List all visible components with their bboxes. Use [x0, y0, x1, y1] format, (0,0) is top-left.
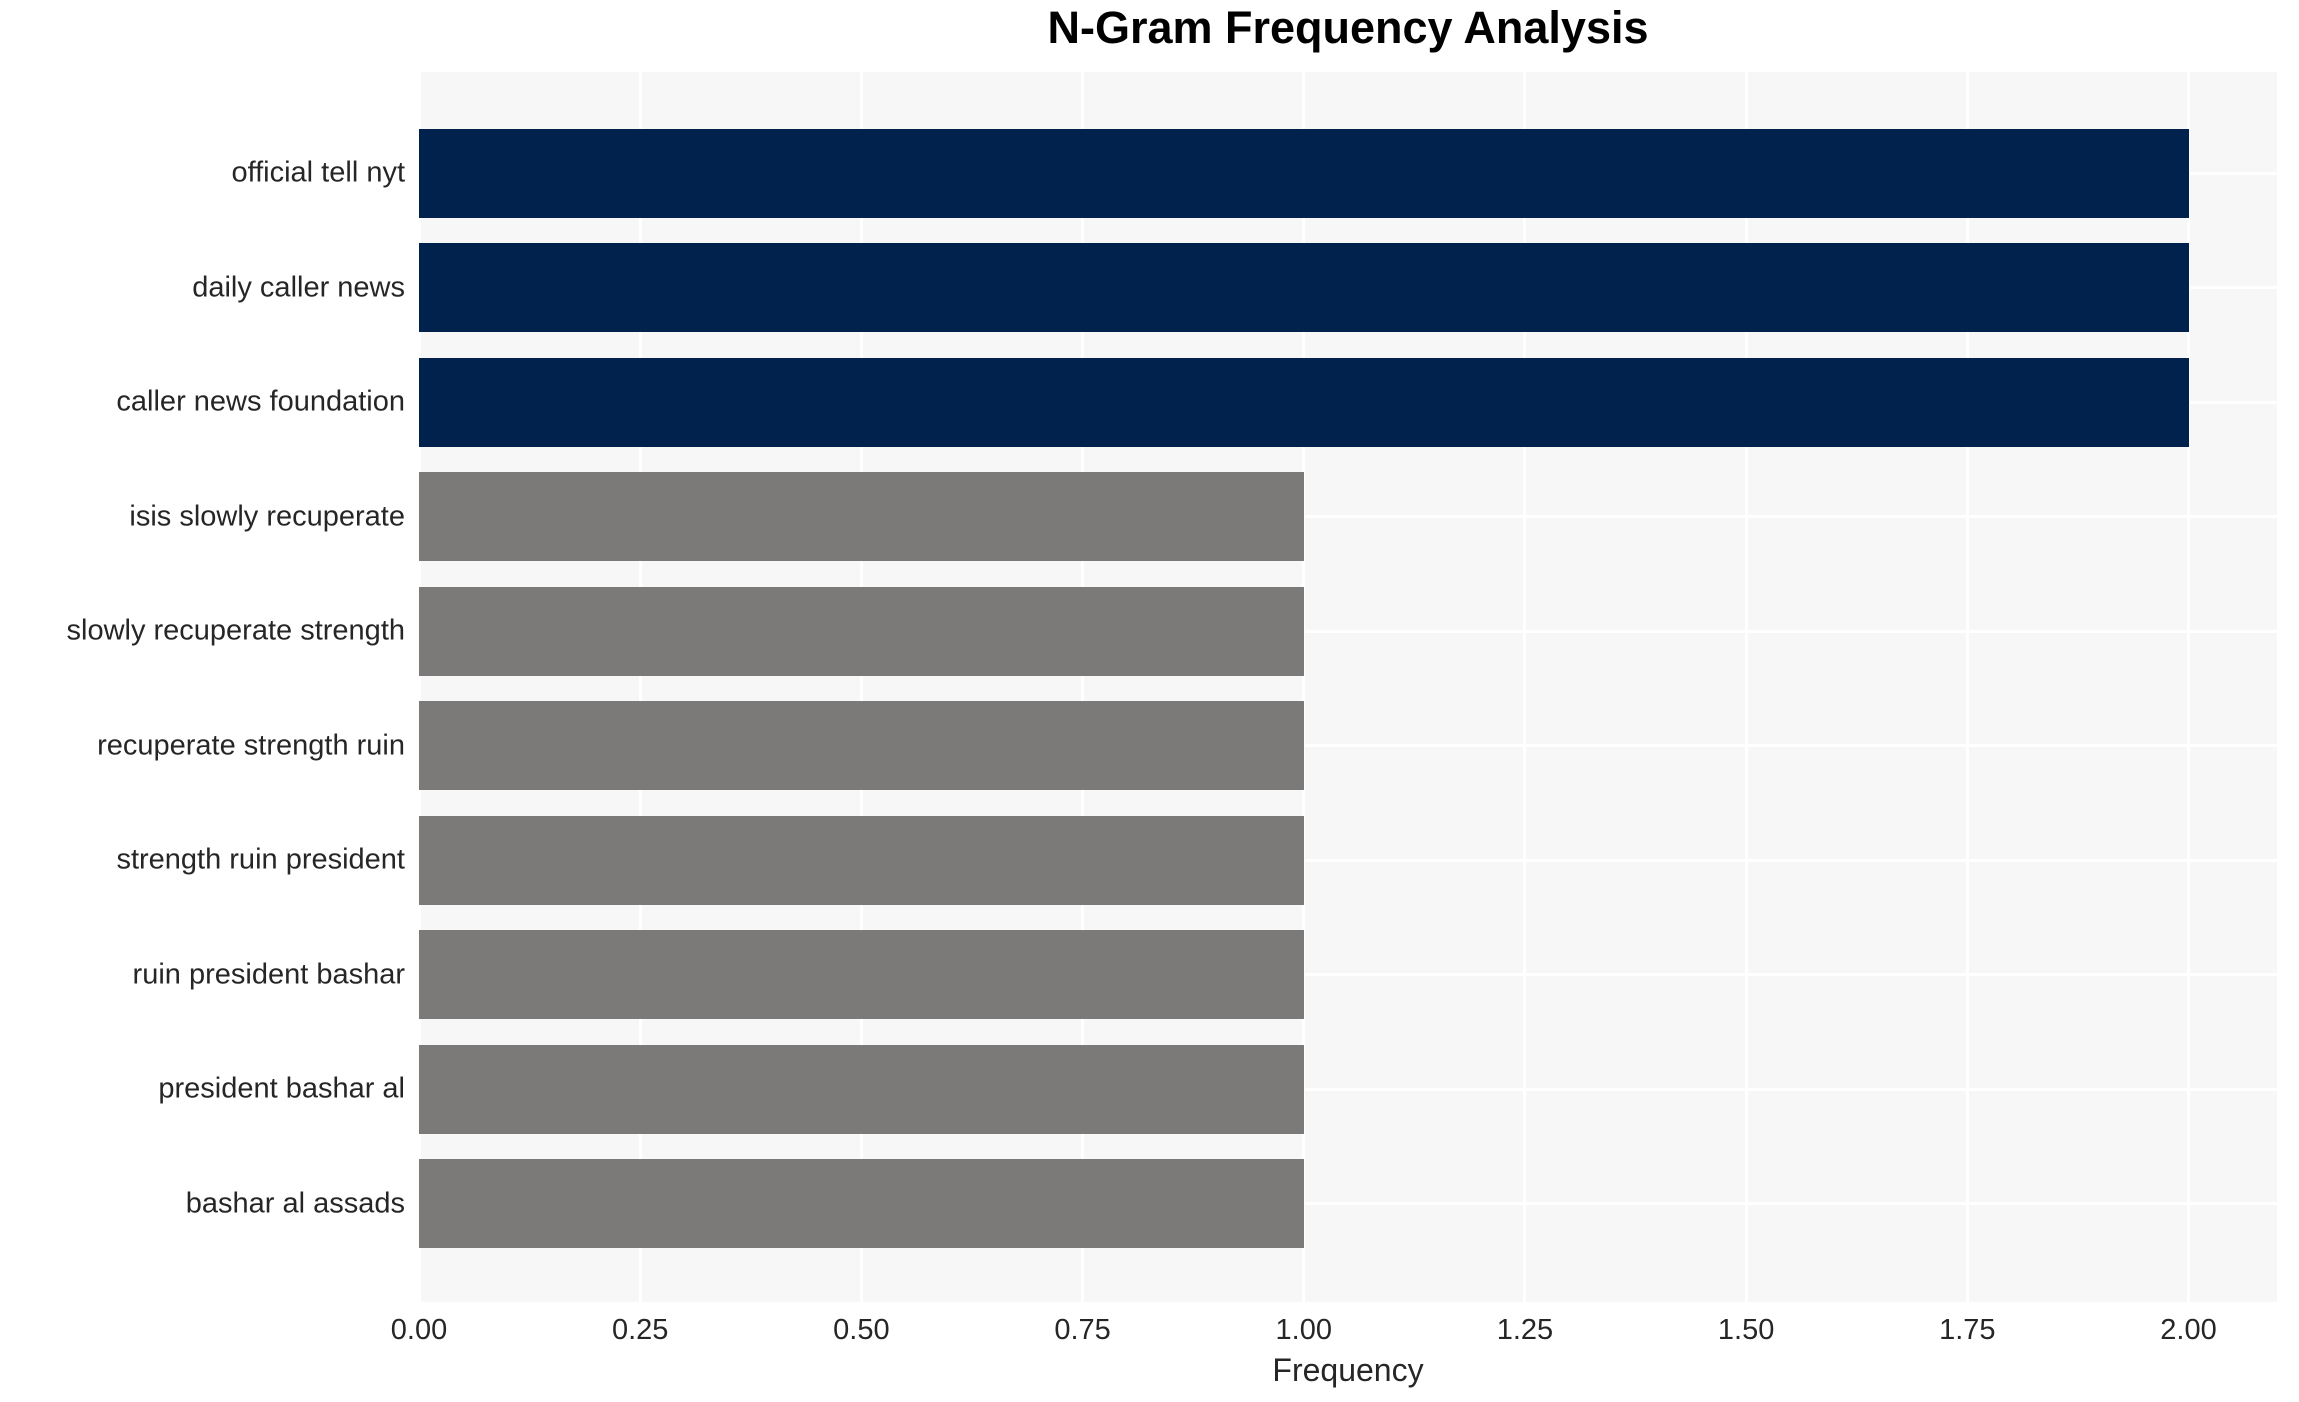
x-tick-label: 0.50 — [833, 1314, 890, 1346]
horizontal-gridline — [419, 629, 2277, 633]
horizontal-gridline — [419, 1087, 2277, 1091]
x-tick-label: 1.75 — [1939, 1314, 1996, 1346]
x-tick-label: 0.25 — [611, 1314, 669, 1346]
x-tick-label: 1.25 — [1496, 1314, 1554, 1346]
x-tick-label: 1.50 — [1717, 1314, 1775, 1346]
vertical-gridline — [1302, 72, 1306, 1302]
frequency-bar — [419, 701, 1304, 791]
vertical-gridline — [1965, 72, 1969, 1302]
category-label: official tell nyt — [231, 156, 405, 189]
x-tick-label: 2.00 — [2160, 1314, 2217, 1346]
horizontal-gridline — [419, 744, 2277, 748]
frequency-bar — [419, 1044, 1304, 1134]
vertical-gridline — [2187, 72, 2191, 1302]
horizontal-gridline — [419, 973, 2277, 977]
horizontal-gridline — [419, 1202, 2277, 1206]
frequency-bar — [419, 357, 2189, 447]
x-axis-label: Frequency — [1272, 1352, 1424, 1388]
vertical-gridline — [638, 72, 642, 1302]
x-tick-label: 0.00 — [390, 1314, 448, 1346]
category-label: strength ruin president — [116, 843, 405, 876]
vertical-gridline — [1523, 72, 1527, 1302]
category-label: president bashar al — [158, 1072, 405, 1105]
frequency-bar — [419, 586, 1304, 676]
horizontal-gridline — [419, 515, 2277, 519]
vertical-gridline — [1744, 72, 1748, 1302]
category-label: slowly recuperate strength — [66, 614, 406, 647]
frequency-bar — [419, 815, 1304, 905]
vertical-gridline — [859, 72, 863, 1302]
category-label: caller news foundation — [116, 385, 405, 418]
x-tick-label: 0.75 — [1054, 1314, 1111, 1346]
vertical-gridline — [419, 72, 421, 1302]
frequency-bar — [419, 472, 1304, 562]
category-label: ruin president bashar — [132, 958, 405, 991]
plot-area — [419, 72, 2277, 1302]
vertical-gridline — [1081, 72, 1085, 1302]
category-label: isis slowly recuperate — [129, 500, 405, 533]
category-label: recuperate strength ruin — [97, 729, 405, 762]
horizontal-gridline — [419, 858, 2277, 862]
x-tick-label: 1.00 — [1275, 1314, 1332, 1346]
frequency-bar — [419, 930, 1304, 1020]
frequency-bar — [419, 243, 2189, 333]
category-label: daily caller news — [192, 271, 405, 304]
frequency-bar — [419, 128, 2189, 218]
category-label: bashar al assads — [185, 1187, 405, 1220]
frequency-bar — [419, 1159, 1304, 1249]
chart-title: N-Gram Frequency Analysis — [1047, 2, 1649, 53]
